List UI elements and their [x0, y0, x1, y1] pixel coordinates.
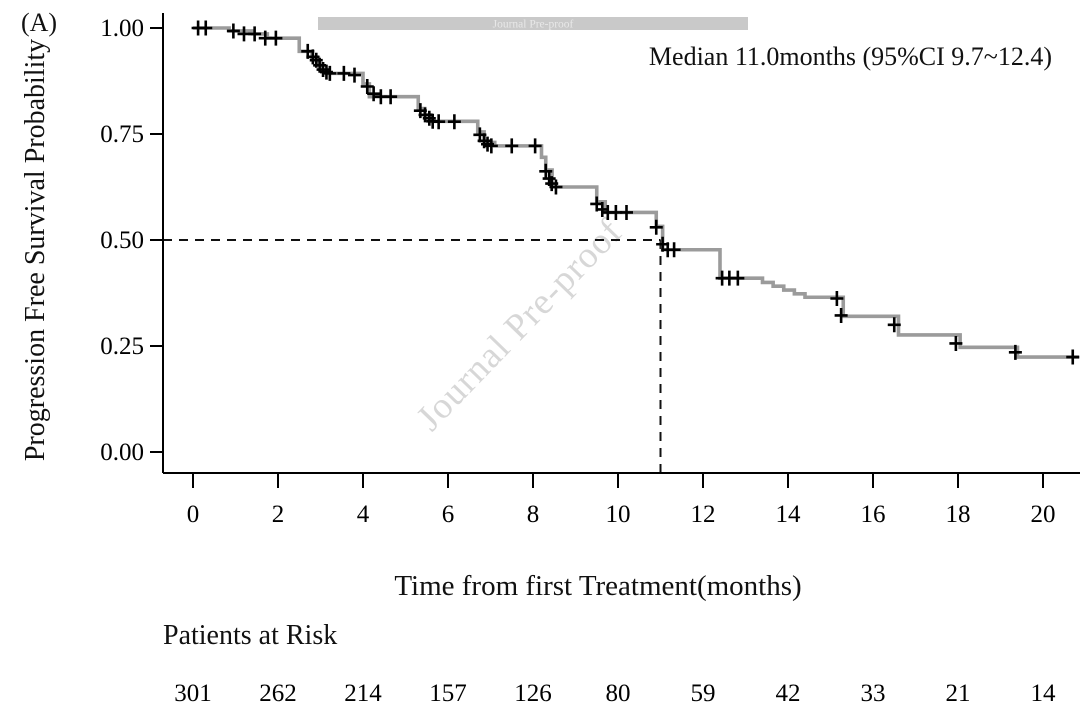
svg-text:4: 4 [357, 501, 370, 528]
svg-text:0.25: 0.25 [100, 333, 144, 360]
svg-text:12: 12 [691, 501, 716, 528]
watermark-diagonal-text: Journal Pre-proof [409, 211, 631, 439]
svg-text:10: 10 [606, 501, 631, 528]
svg-text:157: 157 [429, 680, 467, 707]
axes [162, 13, 1080, 474]
at-risk-header: Patients at Risk [163, 620, 338, 651]
svg-text:301: 301 [174, 680, 212, 707]
svg-text:59: 59 [691, 680, 716, 707]
y-axis-ticks: 0.00 0.25 0.50 0.75 1.00 [100, 15, 163, 466]
svg-text:1.00: 1.00 [100, 15, 144, 42]
svg-text:262: 262 [259, 680, 297, 707]
at-risk-counts: 301 262 214 157 126 80 59 42 33 21 14 [174, 680, 1056, 707]
svg-text:0.00: 0.00 [100, 439, 144, 466]
panel-label: (A) [21, 8, 58, 37]
censor-marks [191, 20, 1080, 365]
x-axis-title: Time from first Treatment(months) [394, 570, 802, 602]
svg-text:21: 21 [946, 680, 971, 707]
median-annotation: Median 11.0months (95%CI 9.7~12.4) [648, 42, 1052, 71]
svg-text:0.50: 0.50 [100, 227, 144, 254]
svg-text:8: 8 [527, 501, 540, 528]
svg-text:14: 14 [776, 501, 802, 528]
svg-text:42: 42 [776, 680, 801, 707]
median-dashed-lines [163, 239, 662, 473]
svg-text:33: 33 [861, 680, 886, 707]
svg-text:20: 20 [1031, 501, 1056, 528]
journal-banner-text: Journal Pre-proof [493, 19, 574, 31]
svg-text:0.75: 0.75 [100, 121, 144, 148]
svg-text:6: 6 [442, 501, 455, 528]
svg-text:214: 214 [344, 680, 382, 707]
svg-text:16: 16 [861, 501, 886, 528]
svg-text:0: 0 [187, 501, 200, 528]
svg-text:126: 126 [514, 680, 552, 707]
journal-banner-rect [318, 17, 748, 30]
svg-text:80: 80 [606, 680, 631, 707]
svg-text:2: 2 [272, 501, 285, 528]
svg-text:18: 18 [946, 501, 971, 528]
x-axis-ticks: 0 2 4 6 8 10 12 14 16 18 20 [187, 473, 1056, 528]
svg-text:14: 14 [1031, 680, 1057, 707]
